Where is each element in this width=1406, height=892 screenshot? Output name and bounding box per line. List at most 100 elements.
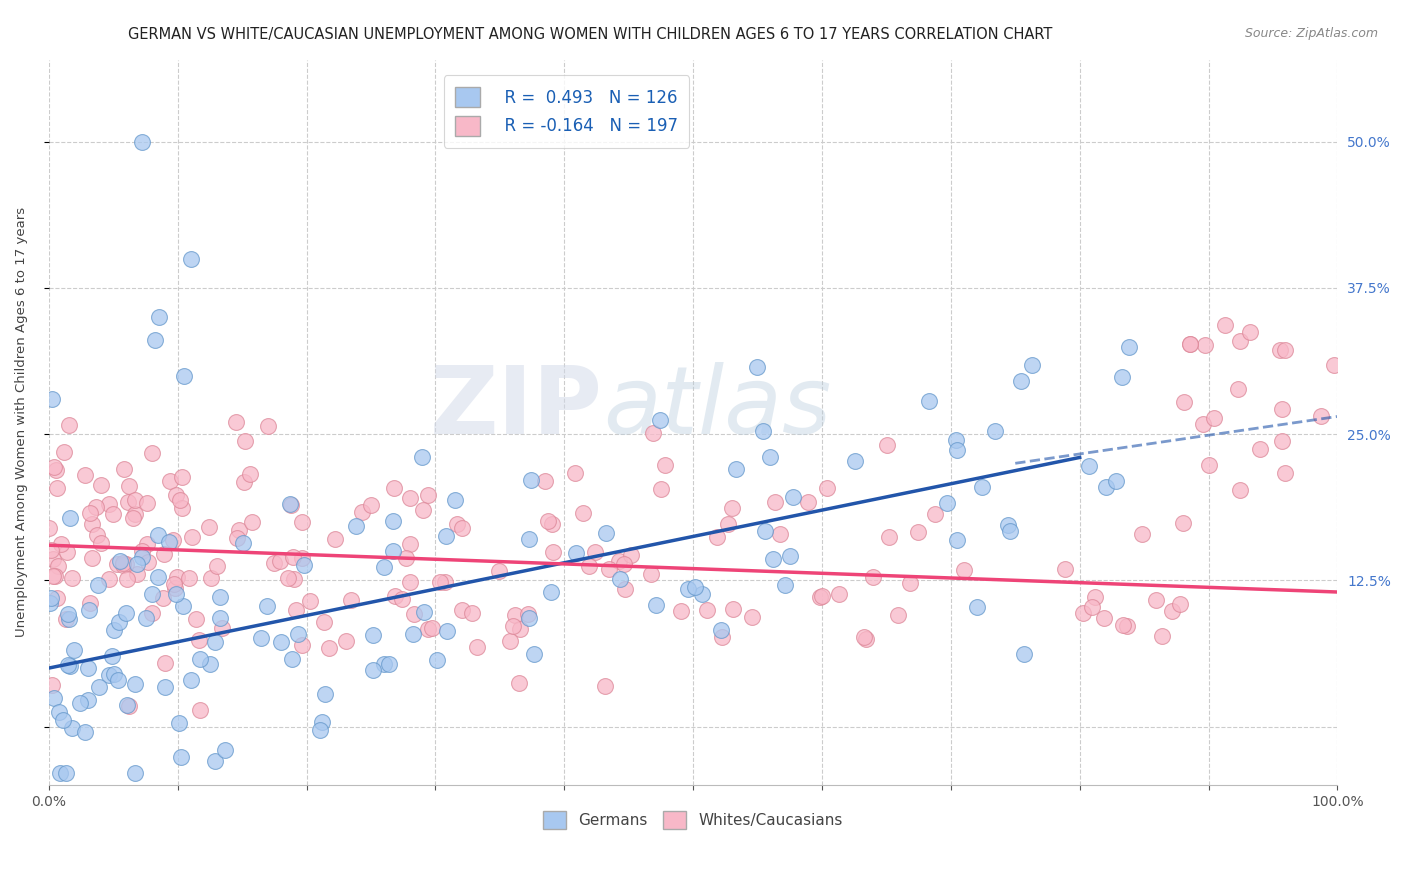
- Y-axis label: Unemployment Among Women with Children Ages 6 to 17 years: Unemployment Among Women with Children A…: [15, 207, 28, 638]
- Point: [48, 705, 70, 719]
- Point: [420, 621, 443, 635]
- Point: [200, 571, 222, 585]
- Point: [82, 517, 104, 532]
- Point: [395, 550, 418, 565]
- Point: [1010, 374, 1032, 388]
- Point: [204, 635, 226, 649]
- Text: atlas: atlas: [603, 362, 831, 453]
- Point: [162, 533, 184, 547]
- Point: [172, 501, 194, 516]
- Text: Source: ZipAtlas.com: Source: ZipAtlas.com: [1244, 27, 1378, 40]
- Point: [886, 607, 908, 622]
- Point: [499, 634, 522, 648]
- Point: [131, 550, 153, 565]
- Point: [1160, 604, 1182, 618]
- Point: [669, 604, 692, 618]
- Point: [360, 498, 382, 512]
- Point: [228, 523, 250, 537]
- Point: [180, 252, 202, 266]
- Point: [710, 630, 733, 644]
- Point: [339, 593, 361, 607]
- Point: [153, 656, 176, 670]
- Point: [240, 516, 263, 530]
- Point: [250, 632, 273, 646]
- Point: [45, 463, 67, 477]
- Point: [434, 529, 457, 543]
- Point: [135, 611, 157, 625]
- Point: [418, 623, 440, 637]
- Point: [433, 574, 456, 589]
- Point: [1077, 459, 1099, 474]
- Point: [141, 445, 163, 459]
- Point: [44, 569, 66, 583]
- Point: [391, 592, 413, 607]
- Point: [426, 653, 449, 667]
- Point: [523, 647, 546, 661]
- Point: [146, 527, 169, 541]
- Point: [398, 537, 420, 551]
- Point: [111, 558, 134, 572]
- Point: [565, 546, 588, 560]
- Point: [1271, 434, 1294, 449]
- Point: [1112, 617, 1135, 632]
- Point: [115, 607, 138, 621]
- Point: [335, 633, 357, 648]
- Point: [503, 607, 526, 622]
- Point: [90, 477, 112, 491]
- Point: [997, 517, 1019, 532]
- Point: [110, 554, 132, 568]
- Point: [204, 754, 226, 768]
- Point: [654, 458, 676, 473]
- Point: [1229, 334, 1251, 348]
- Point: [564, 466, 586, 480]
- Point: [815, 481, 838, 495]
- Point: [411, 450, 433, 464]
- Point: [256, 599, 278, 613]
- Point: [60, 571, 83, 585]
- Point: [377, 657, 399, 671]
- Point: [609, 572, 631, 586]
- Point: [79, 506, 101, 520]
- Point: [97, 668, 120, 682]
- Point: [361, 628, 384, 642]
- Point: [725, 461, 748, 475]
- Point: [1105, 475, 1128, 489]
- Point: [38, 596, 60, 610]
- Point: [350, 505, 373, 519]
- Point: [103, 666, 125, 681]
- Point: [188, 651, 211, 665]
- Point: [41, 591, 63, 606]
- Point: [1173, 395, 1195, 409]
- Point: [257, 418, 280, 433]
- Point: [42, 459, 65, 474]
- Point: [1309, 409, 1331, 423]
- Point: [382, 514, 405, 528]
- Point: [1084, 590, 1107, 604]
- Point: [269, 554, 291, 568]
- Point: [55, 612, 77, 626]
- Point: [399, 491, 422, 505]
- Point: [165, 587, 187, 601]
- Point: [1180, 337, 1202, 351]
- Point: [613, 557, 636, 571]
- Point: [741, 610, 763, 624]
- Point: [299, 594, 322, 608]
- Point: [676, 582, 699, 596]
- Point: [1180, 337, 1202, 351]
- Point: [924, 507, 946, 521]
- Point: [44, 690, 66, 705]
- Point: [188, 702, 211, 716]
- Point: [1118, 340, 1140, 354]
- Point: [1150, 629, 1173, 643]
- Point: [613, 582, 636, 597]
- Point: [41, 568, 63, 582]
- Point: [998, 524, 1021, 539]
- Legend: Germans, Whites/Caucasians: Germans, Whites/Caucasians: [537, 805, 849, 836]
- Point: [122, 510, 145, 524]
- Point: [451, 521, 474, 535]
- Point: [208, 610, 231, 624]
- Point: [125, 557, 148, 571]
- Point: [640, 567, 662, 582]
- Point: [595, 525, 617, 540]
- Point: [148, 310, 170, 324]
